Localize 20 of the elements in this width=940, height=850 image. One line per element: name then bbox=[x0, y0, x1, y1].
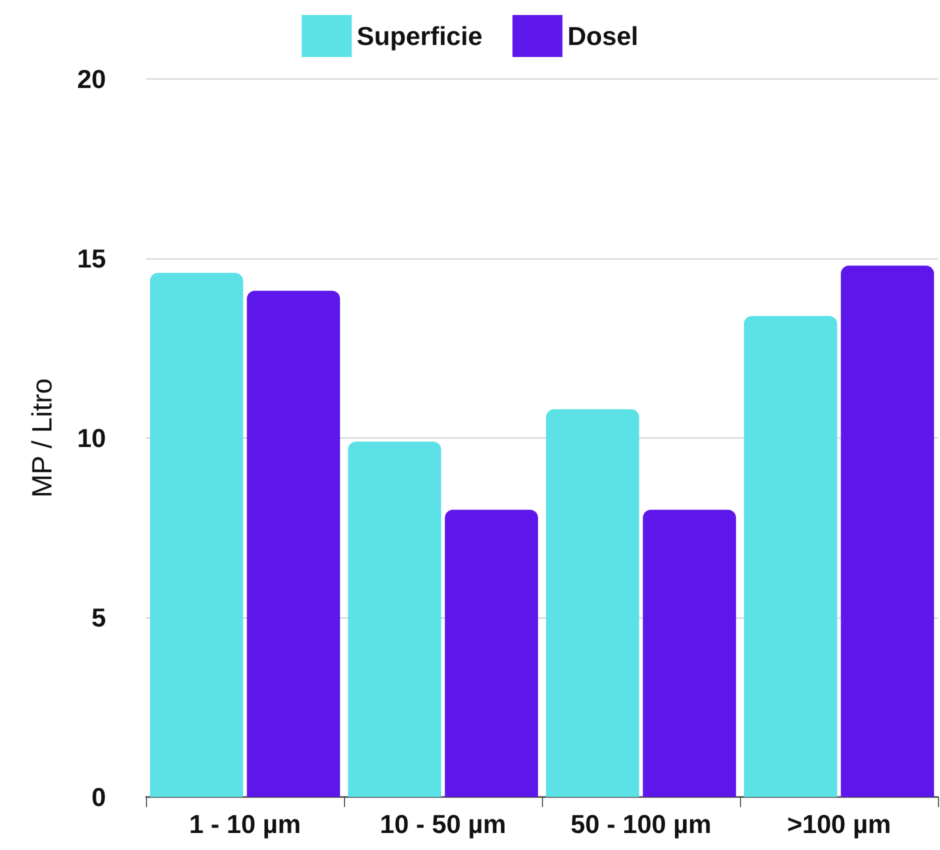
y-tick-label: 20 bbox=[77, 64, 106, 94]
bar bbox=[744, 316, 838, 797]
y-axis-title: MP / Litro bbox=[26, 378, 58, 498]
y-tick-label: 15 bbox=[77, 244, 106, 274]
legend-label: Superficie bbox=[356, 21, 482, 51]
y-tick-label: 5 bbox=[92, 602, 106, 632]
bar bbox=[246, 290, 340, 797]
bar bbox=[444, 510, 538, 797]
legend-label: Dosel bbox=[567, 21, 638, 51]
x-tick-label: >100 µm bbox=[787, 809, 891, 839]
x-tick-label: 50 - 100 µm bbox=[570, 809, 712, 839]
y-tick-label: 10 bbox=[77, 423, 106, 453]
bar bbox=[348, 442, 442, 797]
bar bbox=[642, 510, 736, 797]
bar bbox=[150, 272, 244, 797]
bar bbox=[546, 409, 640, 797]
y-tick-label: 0 bbox=[92, 782, 106, 812]
x-tick-label: 10 - 50 µm bbox=[380, 809, 506, 839]
bar bbox=[840, 266, 934, 797]
x-tick-label: 1 - 10 µm bbox=[189, 809, 301, 839]
